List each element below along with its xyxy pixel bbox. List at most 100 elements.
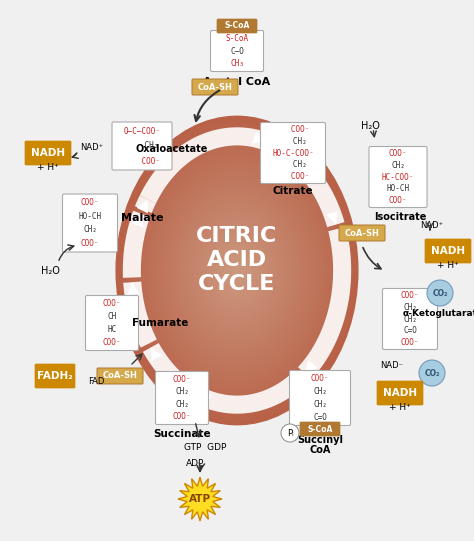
Text: O—C—COO⁻: O—C—COO⁻: [124, 127, 161, 135]
Text: COO⁻: COO⁻: [81, 198, 99, 207]
Ellipse shape: [136, 142, 337, 399]
Ellipse shape: [164, 178, 310, 363]
Ellipse shape: [209, 235, 265, 306]
Ellipse shape: [192, 214, 281, 327]
Text: Citrate: Citrate: [273, 186, 313, 196]
Ellipse shape: [203, 227, 271, 314]
Text: FAD: FAD: [88, 377, 104, 386]
Text: CH₂: CH₂: [279, 137, 307, 146]
Text: Succinyl
CoA: Succinyl CoA: [297, 434, 343, 456]
Text: + H⁺: + H⁺: [437, 261, 459, 270]
Ellipse shape: [146, 155, 328, 386]
Ellipse shape: [223, 253, 251, 288]
FancyBboxPatch shape: [290, 371, 350, 426]
Text: C=O: C=O: [403, 326, 417, 335]
Ellipse shape: [231, 263, 243, 278]
Ellipse shape: [156, 168, 318, 373]
FancyBboxPatch shape: [25, 141, 71, 165]
Ellipse shape: [124, 127, 350, 414]
Ellipse shape: [219, 247, 255, 294]
Text: CH₂: CH₂: [403, 314, 417, 324]
Ellipse shape: [179, 196, 295, 345]
Ellipse shape: [160, 173, 313, 368]
FancyBboxPatch shape: [217, 19, 257, 33]
Ellipse shape: [235, 268, 239, 273]
Ellipse shape: [221, 250, 253, 291]
Text: CH₂: CH₂: [403, 303, 417, 312]
Text: NAD⁻: NAD⁻: [381, 361, 403, 371]
Text: Fumarate: Fumarate: [132, 318, 188, 328]
Ellipse shape: [130, 134, 344, 407]
Text: COO⁻: COO⁻: [81, 239, 99, 248]
Text: COO⁻: COO⁻: [311, 374, 329, 383]
Text: CITRIC
ACID
CYCLE: CITRIC ACID CYCLE: [196, 226, 278, 294]
Circle shape: [281, 424, 299, 442]
Ellipse shape: [166, 181, 308, 360]
Text: Pᵢ: Pᵢ: [287, 428, 293, 438]
Text: Malate: Malate: [121, 213, 163, 223]
Text: Isocitrate: Isocitrate: [374, 212, 426, 222]
Circle shape: [427, 280, 453, 306]
FancyBboxPatch shape: [210, 30, 264, 71]
Ellipse shape: [207, 232, 267, 309]
Text: HC-COO⁻: HC-COO⁻: [382, 173, 414, 181]
Text: COO⁻: COO⁻: [124, 156, 161, 166]
Text: COO⁻: COO⁻: [277, 171, 309, 181]
FancyBboxPatch shape: [63, 194, 118, 252]
Ellipse shape: [215, 242, 259, 299]
Ellipse shape: [150, 160, 324, 381]
Ellipse shape: [163, 175, 311, 366]
Ellipse shape: [122, 124, 352, 417]
Ellipse shape: [191, 212, 283, 329]
Ellipse shape: [201, 225, 273, 316]
FancyBboxPatch shape: [97, 368, 143, 384]
Ellipse shape: [140, 147, 334, 394]
Ellipse shape: [227, 258, 247, 283]
Ellipse shape: [120, 122, 354, 420]
Text: NAD⁺: NAD⁺: [80, 143, 103, 153]
Ellipse shape: [142, 150, 332, 391]
Text: COO⁻: COO⁻: [401, 338, 419, 347]
Text: + H⁺: + H⁺: [389, 404, 411, 412]
Text: CH: CH: [108, 312, 117, 321]
Text: COO⁻: COO⁻: [277, 126, 309, 134]
FancyBboxPatch shape: [377, 381, 423, 405]
Text: CH₂: CH₂: [175, 400, 189, 409]
Text: HO-CH: HO-CH: [78, 212, 101, 221]
FancyBboxPatch shape: [383, 288, 438, 349]
Text: α-Ketoglutarate: α-Ketoglutarate: [402, 309, 474, 319]
Ellipse shape: [144, 153, 329, 388]
Ellipse shape: [158, 170, 316, 371]
Text: COO⁻: COO⁻: [389, 196, 407, 204]
Ellipse shape: [118, 119, 356, 422]
Text: CH₂: CH₂: [391, 161, 405, 170]
Text: COO⁻: COO⁻: [173, 412, 191, 421]
Ellipse shape: [152, 163, 321, 379]
Ellipse shape: [211, 237, 263, 304]
Ellipse shape: [116, 116, 358, 425]
Ellipse shape: [128, 132, 346, 409]
FancyBboxPatch shape: [192, 79, 238, 95]
Text: COO⁻: COO⁻: [173, 375, 191, 384]
Text: COO⁻: COO⁻: [103, 338, 121, 347]
Text: H₂O: H₂O: [361, 121, 380, 131]
FancyBboxPatch shape: [35, 364, 75, 388]
Text: CoA-SH: CoA-SH: [345, 228, 380, 237]
Text: + H⁺: + H⁺: [37, 163, 59, 173]
Ellipse shape: [189, 209, 285, 332]
Ellipse shape: [155, 165, 319, 376]
Ellipse shape: [174, 191, 300, 350]
Ellipse shape: [229, 260, 245, 281]
FancyBboxPatch shape: [339, 225, 385, 241]
Ellipse shape: [213, 240, 261, 301]
Text: Succinate: Succinate: [153, 429, 211, 439]
Ellipse shape: [195, 216, 279, 325]
Text: COO⁻: COO⁻: [401, 291, 419, 300]
Text: CoA-SH: CoA-SH: [198, 82, 232, 91]
Ellipse shape: [148, 157, 326, 384]
Ellipse shape: [173, 188, 301, 353]
Text: FADH₂: FADH₂: [37, 371, 73, 381]
Text: CoA-SH: CoA-SH: [102, 372, 137, 380]
Ellipse shape: [126, 129, 348, 412]
Ellipse shape: [182, 201, 292, 340]
